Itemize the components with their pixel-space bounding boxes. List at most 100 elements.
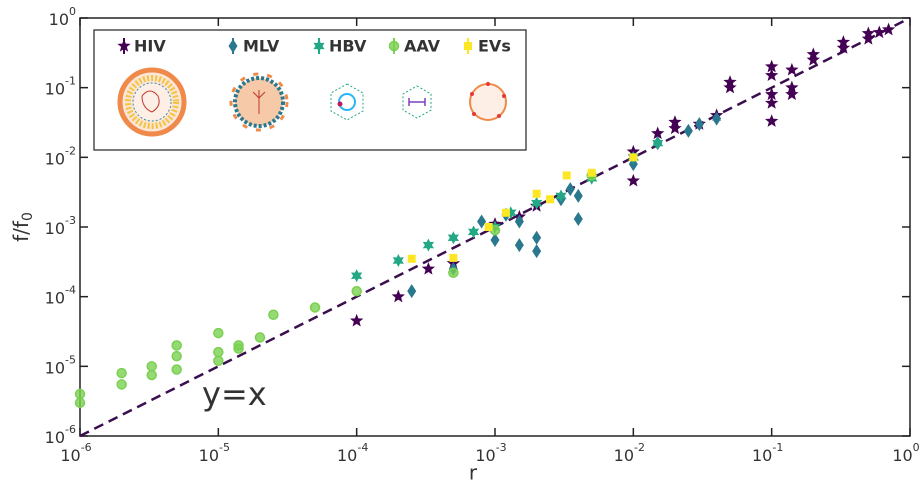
- point: [532, 230, 542, 245]
- point: [467, 225, 480, 239]
- point: [765, 96, 779, 109]
- point: [765, 87, 779, 101]
- point: [213, 327, 224, 339]
- point: [651, 126, 665, 140]
- point: [861, 31, 876, 45]
- legend-marker: [464, 42, 472, 50]
- point: [421, 261, 436, 275]
- tick-exponent: -1: [772, 441, 783, 454]
- point: [765, 68, 779, 82]
- tick-exponent: -3: [65, 214, 76, 227]
- point: [652, 136, 664, 150]
- tick-exponent: -3: [496, 441, 507, 454]
- point: [531, 196, 543, 210]
- point: [668, 121, 682, 135]
- legend: [93, 29, 527, 151]
- tick-label: 10-3: [45, 214, 76, 238]
- point: [233, 343, 244, 354]
- point: [785, 87, 799, 101]
- point: [309, 302, 321, 313]
- tick-base: 10: [337, 446, 357, 465]
- y-label-sub: 0: [20, 212, 36, 221]
- point: [514, 214, 524, 229]
- point: [694, 117, 704, 132]
- point: [74, 388, 86, 400]
- tick-exponent: 0: [913, 441, 920, 454]
- tick-exponent: -2: [634, 441, 645, 454]
- point: [171, 364, 182, 375]
- point: [505, 206, 517, 220]
- point: [573, 188, 583, 203]
- point: [351, 269, 363, 283]
- point: [765, 59, 779, 73]
- tick-label: 10-5: [45, 353, 76, 377]
- point: [422, 238, 435, 252]
- ev-icon: [469, 82, 507, 121]
- point: [213, 346, 224, 358]
- tick-base: 10: [45, 288, 65, 307]
- tick-label: 10-3: [475, 441, 506, 465]
- point: [629, 153, 638, 162]
- point: [351, 285, 362, 297]
- point: [881, 22, 896, 36]
- point: [765, 114, 779, 127]
- legend-marker: [228, 39, 238, 53]
- point: [484, 223, 493, 231]
- tick-base: 10: [475, 446, 495, 465]
- legend-label: HBV: [329, 37, 367, 56]
- tick-label: 100: [892, 441, 919, 465]
- hiv-icon: [117, 67, 187, 137]
- point: [514, 238, 524, 253]
- point: [587, 168, 596, 177]
- point: [146, 361, 157, 372]
- point: [546, 195, 555, 204]
- tick-base: 10: [45, 219, 65, 238]
- point: [836, 41, 851, 54]
- point: [448, 267, 459, 279]
- point: [447, 231, 459, 245]
- aav-icon: [402, 85, 432, 119]
- point: [407, 284, 417, 299]
- legend-marker: [117, 39, 131, 52]
- tick-base: 10: [199, 446, 219, 465]
- tick-exponent: -6: [65, 423, 76, 436]
- point: [532, 244, 542, 259]
- legend-label: AAV: [404, 37, 441, 56]
- legend-marker: [313, 39, 325, 53]
- mlv-icon: [229, 72, 289, 132]
- point: [171, 350, 182, 362]
- tick-label: 100: [49, 5, 76, 29]
- point: [171, 340, 182, 351]
- tick-base: 10: [614, 446, 634, 465]
- tick-exponent: -4: [65, 284, 76, 297]
- point: [532, 189, 541, 198]
- point: [490, 233, 500, 248]
- legend-label: MLV: [243, 37, 280, 56]
- legend-label: HIV: [134, 37, 166, 56]
- tick-base: 10: [45, 149, 65, 168]
- point: [785, 62, 799, 76]
- point: [477, 214, 487, 229]
- point: [872, 25, 886, 39]
- tick-base: 10: [60, 446, 80, 465]
- point: [213, 355, 224, 367]
- point: [806, 52, 820, 66]
- tick-exponent: -1: [65, 75, 76, 88]
- point: [785, 80, 799, 94]
- point: [683, 123, 693, 138]
- tick-exponent: -4: [357, 441, 368, 454]
- point: [712, 111, 722, 126]
- tick-base: 10: [45, 358, 65, 377]
- tick-base: 10: [752, 446, 772, 465]
- y-label-text: f/f: [9, 220, 33, 242]
- legend-marker: [388, 40, 400, 52]
- tick-label: 10-1: [45, 75, 76, 99]
- legend-label: EVs: [478, 37, 511, 56]
- tick-exponent: -6: [81, 441, 92, 454]
- point: [407, 254, 416, 263]
- point: [268, 309, 279, 320]
- point: [391, 289, 405, 303]
- tick-base: 10: [49, 10, 69, 29]
- point: [116, 367, 127, 379]
- tick-base: 10: [45, 428, 65, 447]
